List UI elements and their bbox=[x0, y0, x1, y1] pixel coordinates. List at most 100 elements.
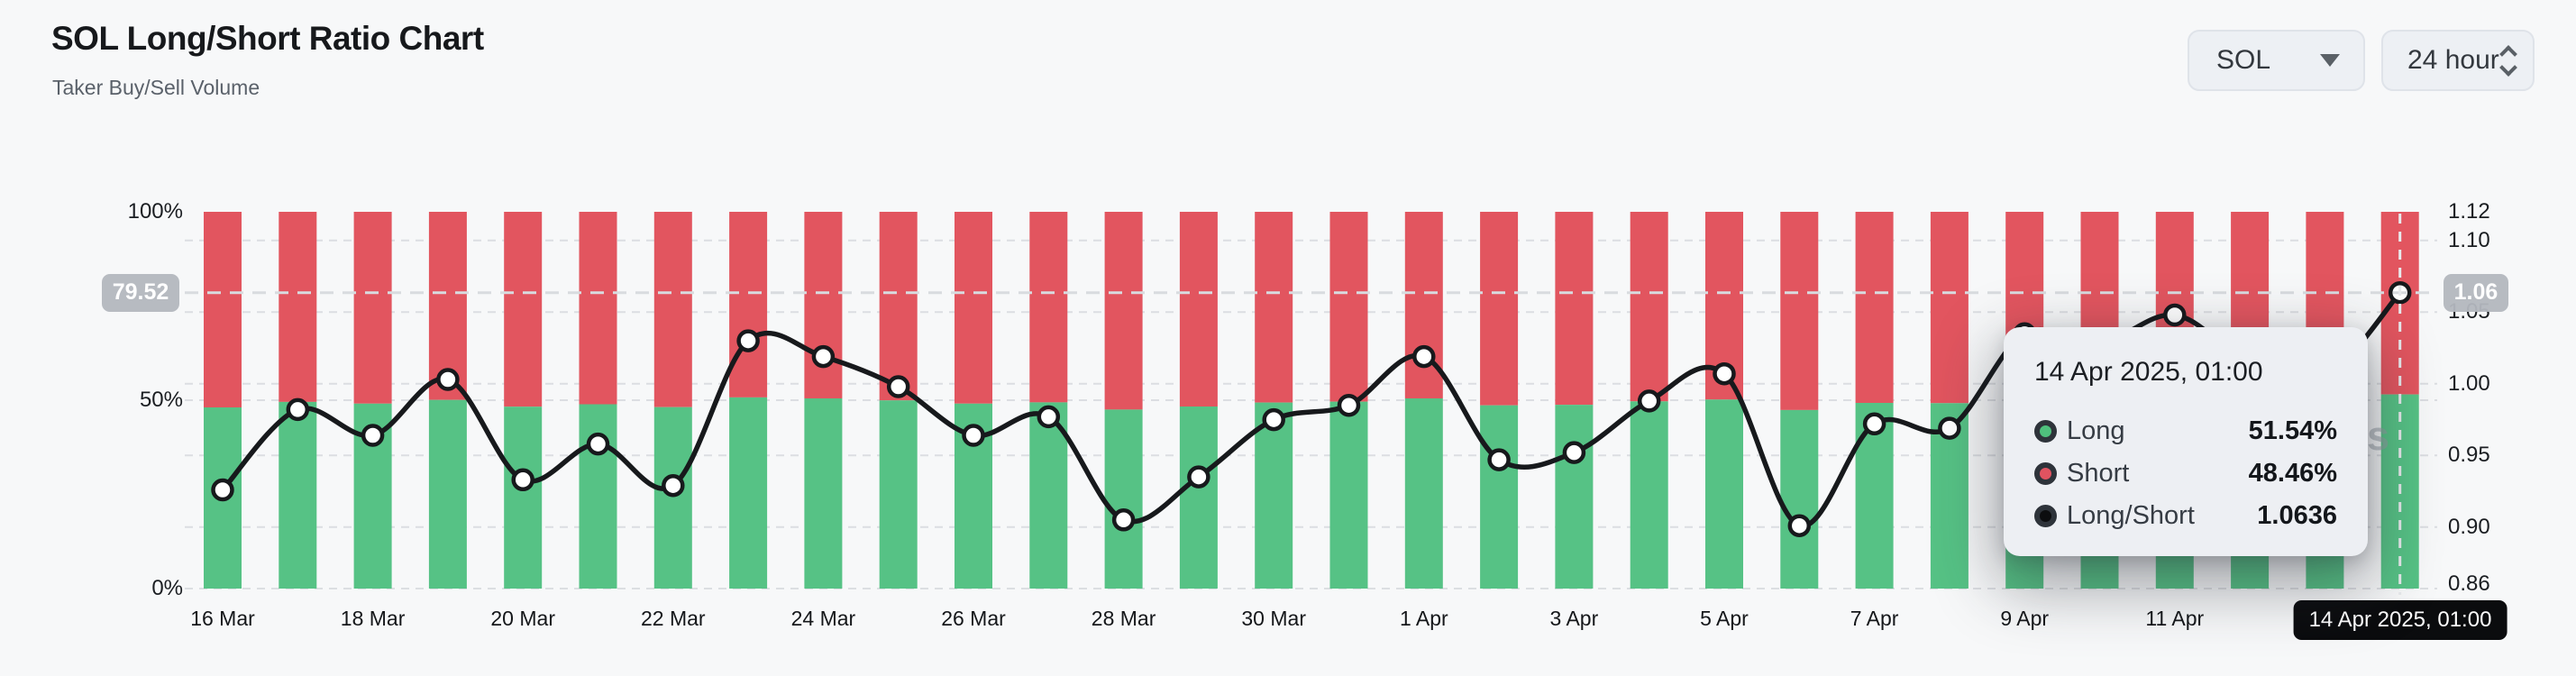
tooltip-row-ratio: Long/Short 1.0636 bbox=[2034, 499, 2337, 532]
long-bar-segment bbox=[1179, 407, 1218, 589]
long-bar-segment bbox=[1780, 409, 1819, 589]
ratio-marker bbox=[962, 424, 985, 447]
left-axis-tick: 50% bbox=[139, 388, 183, 412]
ratio-marker bbox=[1412, 344, 1436, 369]
x-axis-tick: 9 Apr bbox=[2000, 607, 2050, 630]
right-axis-tick: 0.90 bbox=[2448, 514, 2490, 539]
short-bar-segment bbox=[1179, 212, 1218, 407]
ratio-marker bbox=[1337, 393, 1361, 417]
ratio-marker bbox=[1713, 361, 1736, 386]
crosshair-date-pill: 14 Apr 2025, 01:00 bbox=[2293, 600, 2507, 640]
x-axis-tick: 22 Mar bbox=[641, 607, 706, 630]
interval-dropdown[interactable]: 24 hour bbox=[2381, 30, 2535, 91]
long-bar-segment bbox=[1029, 402, 1068, 589]
long-bar-segment bbox=[1480, 405, 1519, 589]
short-bar-segment bbox=[353, 212, 392, 404]
x-axis-tick: 1 Apr bbox=[1399, 607, 1448, 630]
x-axis-tick: 11 Apr bbox=[2145, 607, 2205, 630]
x-axis-tick: 18 Mar bbox=[340, 607, 406, 630]
short-bar-segment bbox=[1555, 212, 1594, 406]
short-bar-segment bbox=[1329, 212, 1368, 402]
short-bar-segment bbox=[804, 212, 843, 398]
long-series-icon bbox=[2034, 419, 2057, 443]
ratio-marker bbox=[1111, 508, 1136, 532]
long-bar-segment bbox=[504, 407, 543, 589]
x-axis-tick: 16 Mar bbox=[190, 607, 255, 630]
long-bar-segment bbox=[729, 397, 768, 589]
ratio-marker bbox=[286, 397, 310, 422]
x-axis-tick: 7 Apr bbox=[1850, 607, 1899, 630]
ratio-marker bbox=[511, 468, 534, 492]
long-bar-segment bbox=[1555, 405, 1594, 589]
short-bar-segment bbox=[1104, 212, 1143, 410]
short-bar-segment bbox=[204, 212, 242, 407]
long-bar-segment bbox=[428, 399, 467, 589]
right-axis-tick: 1.10 bbox=[2448, 227, 2490, 252]
tooltip-row-long: Long 51.54% bbox=[2034, 415, 2337, 447]
tooltip-row-short: Short 48.46% bbox=[2034, 457, 2337, 489]
ratio-markers bbox=[211, 280, 2412, 537]
ratio-marker bbox=[811, 344, 836, 369]
interval-dropdown-value: 24 hour bbox=[2407, 45, 2499, 75]
long-bar-segment bbox=[1630, 401, 1668, 589]
crosshair-left-badge: 79.52 bbox=[102, 273, 179, 312]
right-axis-tick: 0.86 bbox=[2448, 571, 2490, 597]
short-bar-segment bbox=[279, 212, 317, 402]
x-axis-tick: 24 Mar bbox=[790, 607, 856, 630]
ratio-marker bbox=[886, 375, 910, 398]
page-title: SOL Long/Short Ratio Chart bbox=[51, 20, 484, 57]
x-axis-tick: 30 Mar bbox=[1241, 607, 1306, 630]
symbol-dropdown-value: SOL bbox=[2216, 45, 2271, 75]
ratio-marker bbox=[736, 329, 760, 352]
ratio-series-icon bbox=[2034, 504, 2057, 527]
ratio-marker bbox=[1562, 441, 1586, 464]
x-axis-tick: 28 Mar bbox=[1091, 607, 1156, 630]
short-bar-segment bbox=[653, 212, 692, 407]
short-bar-segment bbox=[1480, 212, 1519, 406]
chart-tooltip: 14 Apr 2025, 01:00 Long 51.54% Short 48.… bbox=[2004, 327, 2368, 556]
short-bar-segment bbox=[1255, 212, 1293, 403]
ratio-marker bbox=[662, 473, 685, 498]
ratio-marker bbox=[211, 478, 234, 502]
x-axis-tick: 26 Mar bbox=[941, 607, 1006, 630]
symbol-dropdown[interactable]: SOL bbox=[2188, 30, 2365, 91]
short-bar-segment bbox=[955, 212, 992, 404]
left-axis-tick: 0% bbox=[151, 576, 183, 600]
ratio-marker bbox=[1187, 465, 1210, 489]
long-bar-segment bbox=[1705, 399, 1743, 589]
ratio-marker bbox=[1787, 514, 1812, 537]
x-axis-tick: 20 Mar bbox=[490, 607, 555, 630]
crosshair bbox=[185, 214, 2437, 595]
long-bar-segment bbox=[879, 400, 918, 589]
long-bar-segment bbox=[1329, 401, 1368, 589]
short-bar-segment bbox=[1029, 212, 1068, 403]
long-bar-segment bbox=[804, 398, 843, 589]
ratio-marker bbox=[2163, 303, 2187, 327]
short-bar-segment bbox=[1855, 212, 1894, 403]
short-bar-segment bbox=[579, 212, 617, 405]
tooltip-title: 14 Apr 2025, 01:00 bbox=[2034, 357, 2263, 387]
long-bar-segment bbox=[1255, 402, 1293, 589]
page-subtitle: Taker Buy/Sell Volume bbox=[52, 76, 260, 99]
long-bar-segment bbox=[1404, 398, 1443, 589]
ratio-marker bbox=[1862, 412, 1886, 436]
long-bar-segment bbox=[579, 404, 617, 589]
ratio-marker bbox=[436, 368, 460, 391]
ratio-marker bbox=[1938, 416, 1961, 440]
ratio-marker bbox=[1262, 407, 1285, 432]
long-bar-segment bbox=[279, 401, 317, 589]
ratio-marker bbox=[361, 424, 385, 447]
short-bar-segment bbox=[879, 212, 918, 401]
ratio-marker bbox=[1487, 448, 1511, 471]
x-axis-tick: 3 Apr bbox=[1549, 607, 1599, 630]
short-bar-segment bbox=[1780, 212, 1819, 410]
ratio-marker bbox=[586, 432, 610, 456]
short-bar-segment bbox=[729, 212, 768, 397]
ratio-marker bbox=[1037, 405, 1061, 429]
short-bar-segment bbox=[1930, 212, 1969, 404]
right-axis-tick: 1.00 bbox=[2448, 370, 2490, 396]
short-bar-segment bbox=[504, 212, 543, 407]
ratio-marker bbox=[1637, 389, 1661, 413]
left-axis-tick: 100% bbox=[127, 199, 183, 224]
